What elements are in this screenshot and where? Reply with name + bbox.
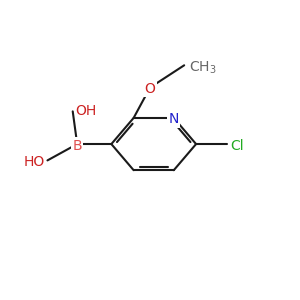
Text: HO: HO [23,155,44,169]
Text: N: N [169,112,179,126]
Text: CH$_3$: CH$_3$ [189,59,216,76]
Text: Cl: Cl [230,139,244,153]
Text: OH: OH [76,104,97,118]
Text: O: O [145,82,155,96]
Text: B: B [72,139,82,153]
